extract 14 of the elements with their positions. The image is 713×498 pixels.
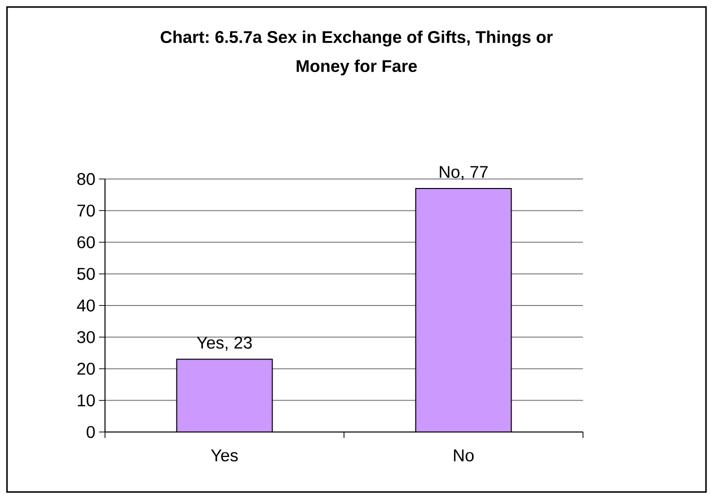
- y-tick-label: 40: [76, 299, 95, 312]
- y-tick-label: 80: [77, 172, 95, 186]
- y-tick-label: 50: [77, 268, 95, 280]
- y-tick-label: 30: [77, 331, 95, 344]
- chart-title: Chart: 6.5.7a Sex in Exchange of Gifts, Things or Money for Fare: [160, 30, 553, 76]
- y-tick-label: 60: [77, 236, 95, 248]
- data-label: Yes, 23: [196, 336, 252, 351]
- y-tick-label: 20: [77, 362, 95, 375]
- y-tick-label: 10: [78, 394, 95, 406]
- x-tick-label: No: [454, 450, 474, 462]
- y-tick-label: 70: [77, 204, 95, 217]
- data-label: No, 77: [440, 166, 488, 180]
- x-tick-label: Yes: [211, 450, 238, 462]
- y-tick-label: 0: [86, 426, 95, 438]
